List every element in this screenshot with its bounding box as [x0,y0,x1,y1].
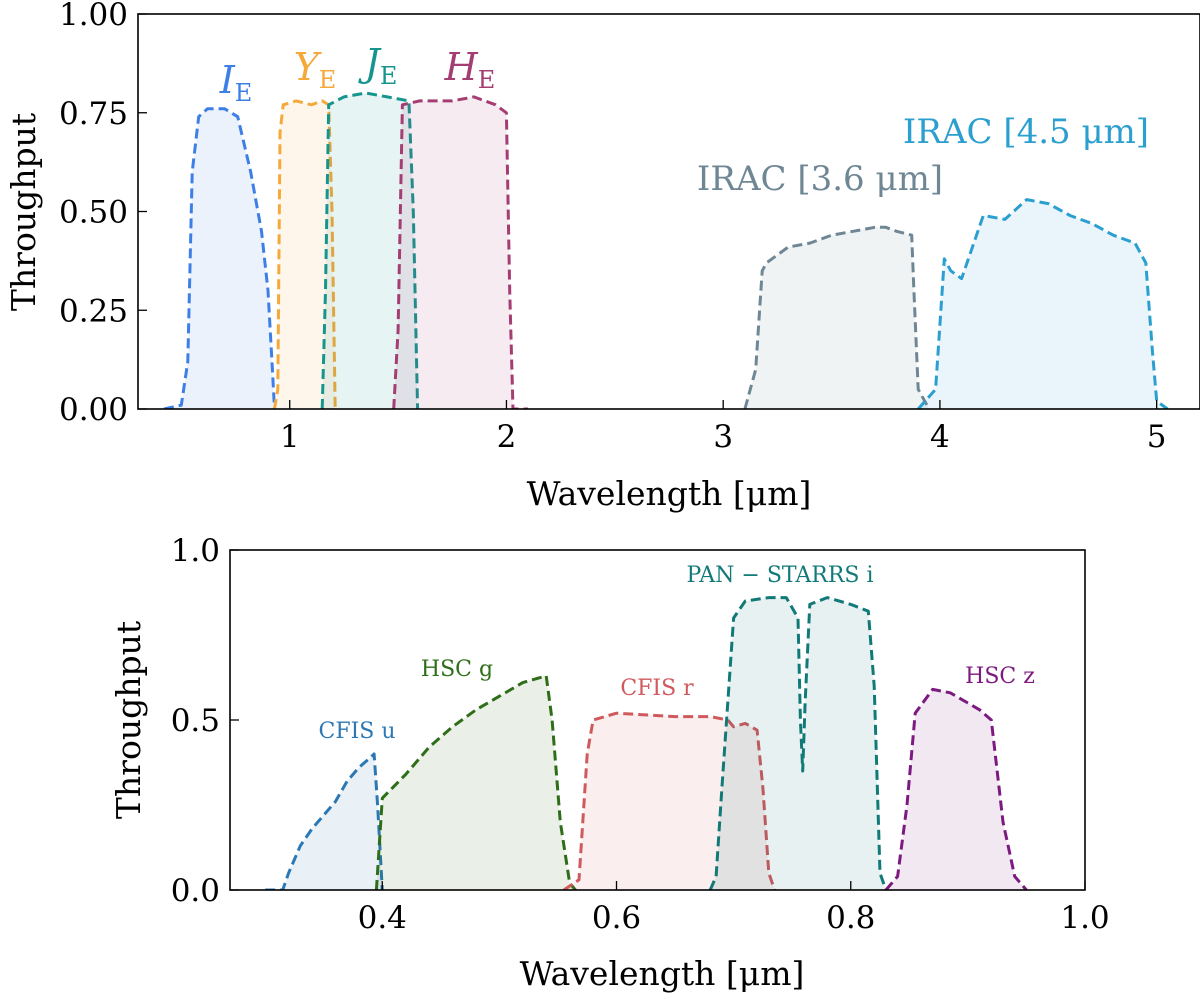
bottom-line-pan-starrs-i [708,596,888,890]
bottom-area-cfis-r [563,713,775,890]
top-x-tick-label: 5 [1147,419,1167,455]
bottom-y-tick-label: 0.5 [171,703,220,739]
top-y-tick-label: 0.50 [59,195,128,231]
top-area-irac-4-5-m [918,199,1168,409]
top-y-tick-label: 0.25 [59,293,128,329]
bottom-x-tick-label: 0.8 [826,900,875,936]
top-label-h-e: HE [444,45,496,94]
bottom-line-hsc-g [374,674,577,890]
top-line-j-e [320,91,420,409]
top-label-i-e: IE [219,58,253,107]
top-x-tick-label: 1 [280,419,300,455]
bottom-line-cfis-r [562,711,777,890]
top-y-tick-label: 0.00 [59,392,128,428]
top-series-labels: IE YE JE HE IRAC [3.6 μm] IRAC [4.5 μm] [219,41,1149,199]
top-area-i-e [164,108,275,409]
bottom-area-pan-starrs-i [710,597,886,890]
bottom-series-areas [265,596,1028,890]
bottom-y-axis-label: Throughput [109,621,148,819]
bottom-x-tick-label: 0.6 [592,900,641,936]
top-y-tick-label: 0.75 [59,96,128,132]
top-label-y-e: YE [294,45,337,94]
bottom-area-hsc-z [885,689,1027,890]
top-x-tick-label: 2 [497,419,517,455]
top-y-axis-label: Throughput [4,113,43,311]
top-label-j-e: JE [358,41,398,90]
top-ticks: 1 2 3 4 5 0.00 0.25 0.50 0.75 1.00 [59,0,1167,455]
top-area-y-e [274,100,336,409]
top-line-y-e [273,99,337,409]
top-line-irac-4-5-m [917,198,1169,409]
bottom-line-hsc-z [884,687,1028,890]
top-area-irac-3-6-m [744,227,930,409]
bottom-line-cfis-u [265,752,384,890]
top-line-h-e [392,95,529,409]
bottom-series-labels: CFIS u HSC g CFIS r PAN − STARRS i HSC z [318,563,1034,744]
top-area-j-e [322,93,418,409]
bottom-ticks: 0.4 0.6 0.8 1.0 0.0 0.5 1.0 [171,533,1110,936]
top-area-h-e [393,96,529,409]
top-plot-frame [137,13,1200,410]
top-panel: 1 2 3 4 5 0.00 0.25 0.50 0.75 1.00 IE YE JE HE IRAC [… [4,0,1200,513]
top-series-areas [163,91,1169,409]
top-line-i-e [163,107,276,409]
bottom-area-cfis-u [265,754,383,890]
bottom-label-hsc-g: HSC g [421,657,493,682]
bottom-label-pan-starrs-i: PAN − STARRS i [687,563,874,588]
bottom-panel: 0.4 0.6 0.8 1.0 0.0 0.5 1.0 CFIS u HSC g CFIS r P… [109,533,1110,993]
bottom-label-hsc-z: HSC z [965,664,1035,689]
bottom-plot-frame [229,549,1086,891]
bottom-y-tick-label: 0.0 [171,873,220,909]
bottom-area-hsc-g [376,675,576,890]
top-line-irac-3-6-m [743,225,931,409]
bottom-label-cfis-u: CFIS u [318,719,395,744]
top-x-tick-label: 3 [713,419,733,455]
top-x-axis-label: Wavelength [μm] [527,474,812,513]
top-label-irac-4-5-m: IRAC [4.5 μm] [903,112,1149,152]
top-label-irac-3-6-m: IRAC [3.6 μm] [697,159,943,199]
bottom-x-tick-label: 1.0 [1060,900,1109,936]
top-y-tick-label: 1.00 [59,0,128,33]
top-x-tick-label: 4 [930,419,950,455]
bottom-label-cfis-r: CFIS r [620,676,694,701]
bottom-x-axis-label: Wavelength [μm] [520,954,805,993]
bottom-y-tick-label: 1.0 [171,533,220,569]
bottom-x-tick-label: 0.4 [358,900,407,936]
